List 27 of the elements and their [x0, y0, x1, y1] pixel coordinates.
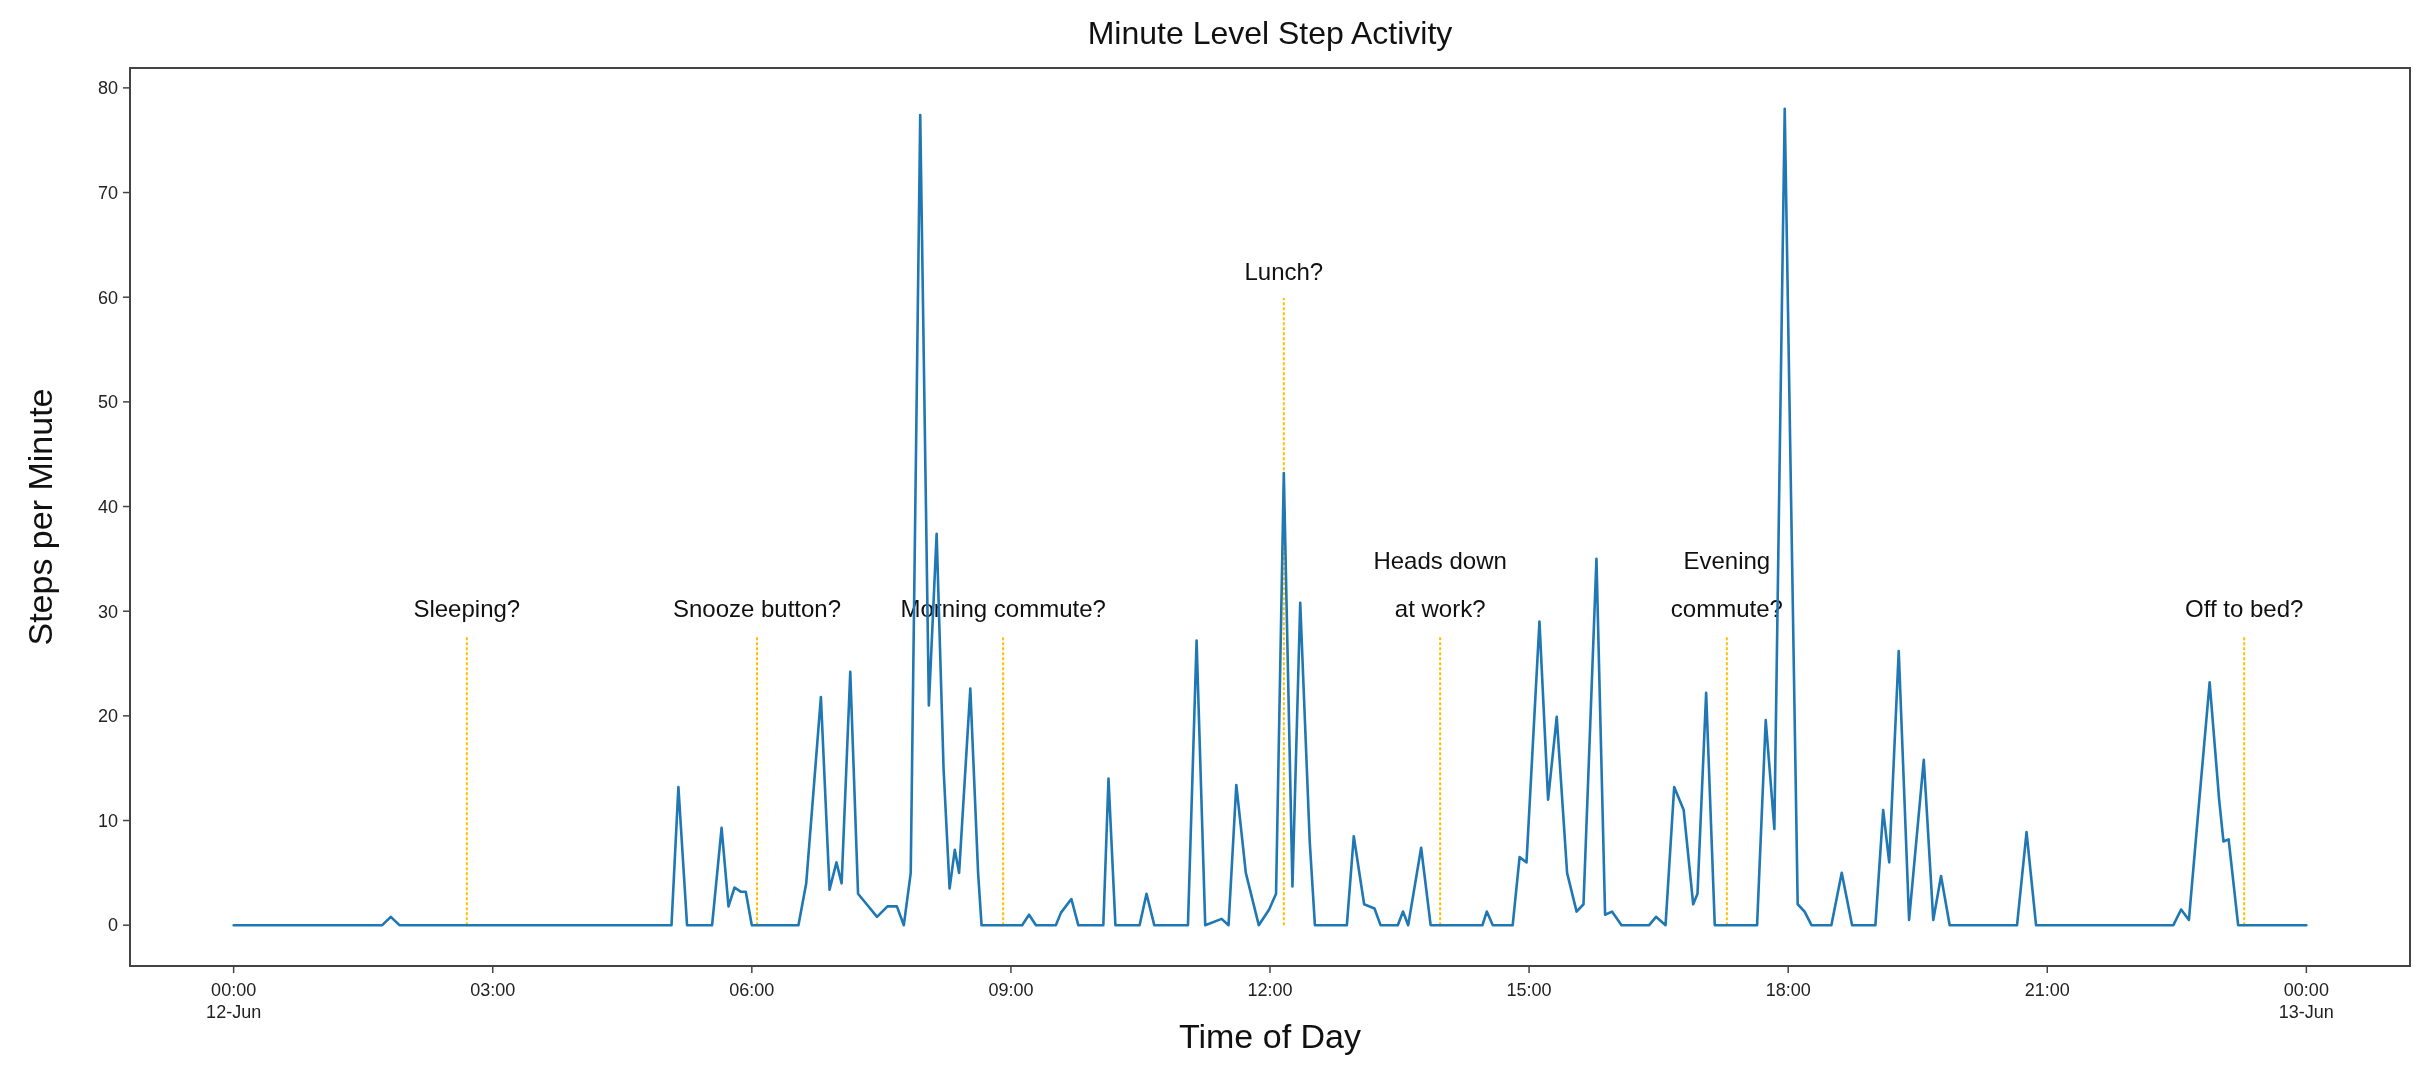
y-tick-label: 80: [97, 78, 118, 99]
y-tick-label: 40: [97, 496, 118, 517]
x-tick-label: 00:00 12-Jun: [206, 980, 262, 1022]
line-series: [232, 107, 2308, 927]
x-tick-label: 12:00: [1247, 980, 1293, 1000]
x-tick-label: 15:00: [1506, 980, 1552, 1000]
y-tick-label: 50: [97, 392, 118, 413]
x-tick-label: 21:00: [2024, 980, 2070, 1000]
x-tick-label: 09:00: [988, 980, 1034, 1000]
y-tick-label: 20: [97, 706, 118, 727]
x-tick-label: 06:00: [729, 980, 775, 1000]
y-tick-label: 70: [97, 182, 118, 203]
ref-line-label: Sleeping?: [413, 595, 521, 623]
y-tick-label: 60: [97, 287, 118, 308]
x-tick-label: 00:00 13-Jun: [2278, 980, 2334, 1022]
chart-title: Minute Level Step Activity: [1087, 15, 1453, 51]
ref-line-label: Lunch?: [1244, 258, 1324, 286]
y-axis-title: Steps per Minute: [21, 388, 59, 646]
y-tick-label: 10: [97, 810, 118, 831]
ref-line-label: Heads down at work?: [1373, 547, 1507, 623]
y-tick-label: 30: [97, 601, 118, 622]
x-tick-label: 18:00: [1765, 980, 1811, 1000]
ref-line-label: Off to bed?: [2185, 595, 2304, 623]
x-tick-label: 03:00: [470, 980, 516, 1000]
ref-line-label: Snooze button?: [672, 595, 842, 623]
y-tick-label: 0: [107, 915, 118, 936]
x-axis-title: Time of Day: [1178, 1017, 1362, 1055]
